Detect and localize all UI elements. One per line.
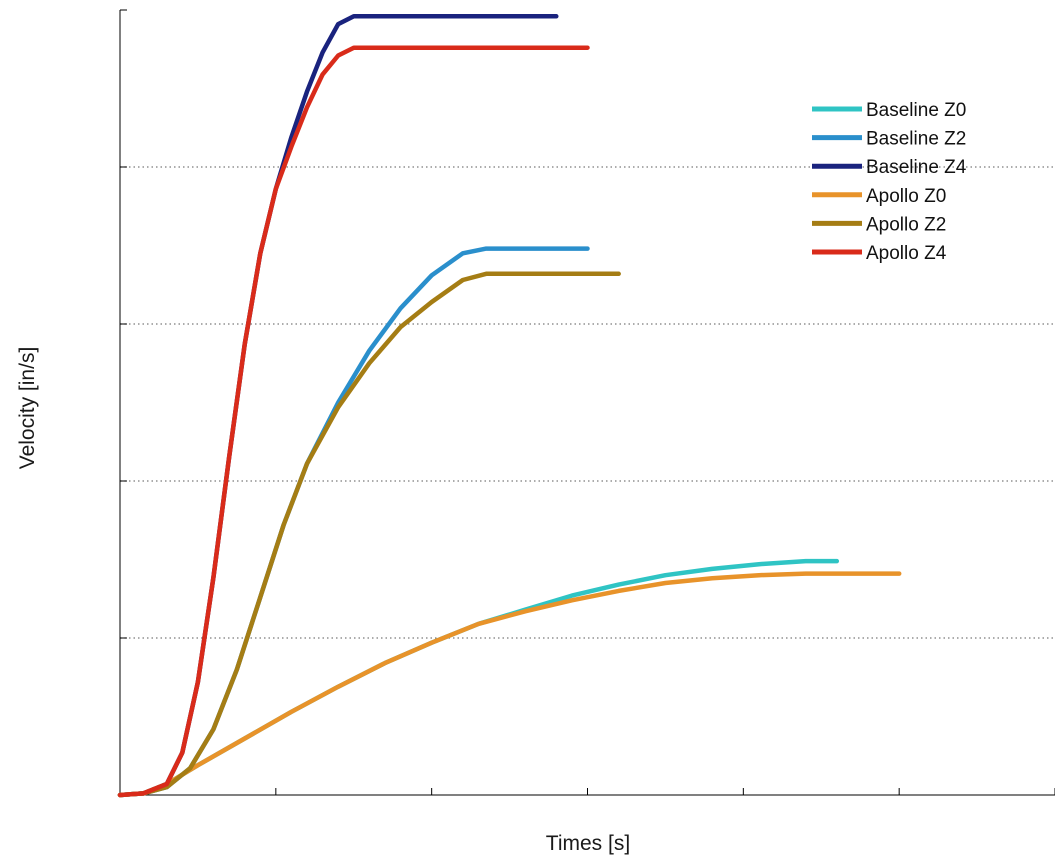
legend-label-baseline-z4: Baseline Z4 <box>866 157 967 178</box>
legend-label-apollo-z2: Apollo Z2 <box>866 214 946 235</box>
x-axis-title: Times [s] <box>546 832 630 855</box>
series-line-apollo-z0 <box>117 571 902 798</box>
axes-layer <box>119 9 1055 796</box>
series-layer <box>117 14 902 798</box>
series-line-apollo-z4 <box>117 45 590 798</box>
series-line-baseline-z0 <box>117 558 840 798</box>
legend-label-baseline-z0: Baseline Z0 <box>866 100 966 121</box>
legend-label-baseline-z2: Baseline Z2 <box>866 129 966 150</box>
legend-label-apollo-z0: Apollo Z0 <box>866 186 946 207</box>
legend-label-apollo-z4: Apollo Z4 <box>866 243 947 264</box>
series-line-apollo-z2 <box>117 271 621 798</box>
y-axis-title: Velocity [in/s] <box>16 347 39 470</box>
grid-layer <box>120 166 1055 639</box>
legend: Baseline Z0 Baseline Z2 Baseline Z4 Apollo … <box>812 100 967 264</box>
